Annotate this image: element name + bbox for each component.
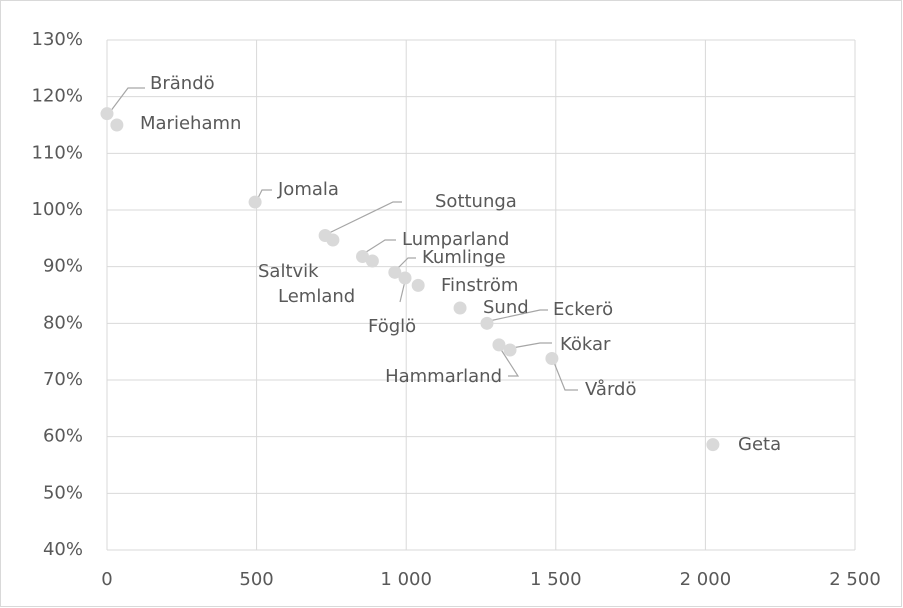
- y-tick-label: 120%: [32, 86, 83, 107]
- point: [453, 301, 467, 315]
- point-label: Vårdö: [585, 379, 636, 400]
- point-label: Geta: [738, 434, 781, 455]
- point-label: Eckerö: [553, 299, 613, 320]
- point: [356, 249, 370, 263]
- leader-line: [395, 257, 416, 271]
- y-tick-label: 60%: [43, 426, 83, 447]
- leader-line: [488, 309, 548, 322]
- point-label: Kumlinge: [422, 247, 506, 268]
- point: [503, 343, 517, 357]
- point-label: Hammarland: [385, 366, 502, 387]
- leader-line: [511, 342, 552, 349]
- x-tick-label: 1 500: [530, 569, 582, 590]
- y-tick-label: 40%: [43, 539, 83, 560]
- point-label: Föglö: [368, 316, 416, 337]
- x-tick-label: 500: [239, 569, 273, 590]
- point: [388, 265, 402, 279]
- leader-line: [109, 87, 145, 113]
- x-tick-label: 2 500: [829, 569, 881, 590]
- leader-line: [552, 359, 578, 391]
- point-label: Brändö: [150, 73, 215, 94]
- leader-line: [499, 347, 520, 377]
- point-label: Sund: [483, 297, 529, 318]
- point-label: Kökar: [560, 334, 611, 355]
- leader-line: [326, 201, 402, 235]
- y-tick-label: 130%: [32, 29, 83, 50]
- point-label: Mariehamn: [140, 113, 241, 134]
- y-tick-label: 50%: [43, 482, 83, 503]
- point: [706, 438, 720, 452]
- point-label: Sottunga: [435, 191, 517, 212]
- point-label: Finström: [441, 275, 518, 296]
- y-tick-label: 80%: [43, 312, 83, 333]
- x-tick-label: 2 000: [680, 569, 732, 590]
- point: [365, 254, 379, 268]
- point: [492, 338, 506, 352]
- leader-line: [362, 239, 396, 255]
- point: [110, 118, 124, 132]
- point: [480, 316, 494, 330]
- y-tick-label: 70%: [43, 369, 83, 390]
- leader-line: [399, 280, 406, 303]
- point: [411, 278, 425, 292]
- y-tick-label: 90%: [43, 256, 83, 277]
- point-label: Saltvik: [258, 261, 319, 282]
- point: [100, 107, 114, 121]
- x-tick-label: 0: [101, 569, 112, 590]
- point-label: Lemland: [278, 286, 355, 307]
- point: [248, 195, 262, 209]
- point-label: Lumparland: [402, 229, 509, 250]
- point-label: Jomala: [277, 179, 339, 200]
- y-tick-label: 100%: [32, 199, 83, 220]
- point: [545, 351, 559, 365]
- y-tick-label: 110%: [32, 142, 83, 163]
- x-tick-label: 1 000: [380, 569, 432, 590]
- point: [326, 233, 340, 247]
- point: [398, 271, 412, 285]
